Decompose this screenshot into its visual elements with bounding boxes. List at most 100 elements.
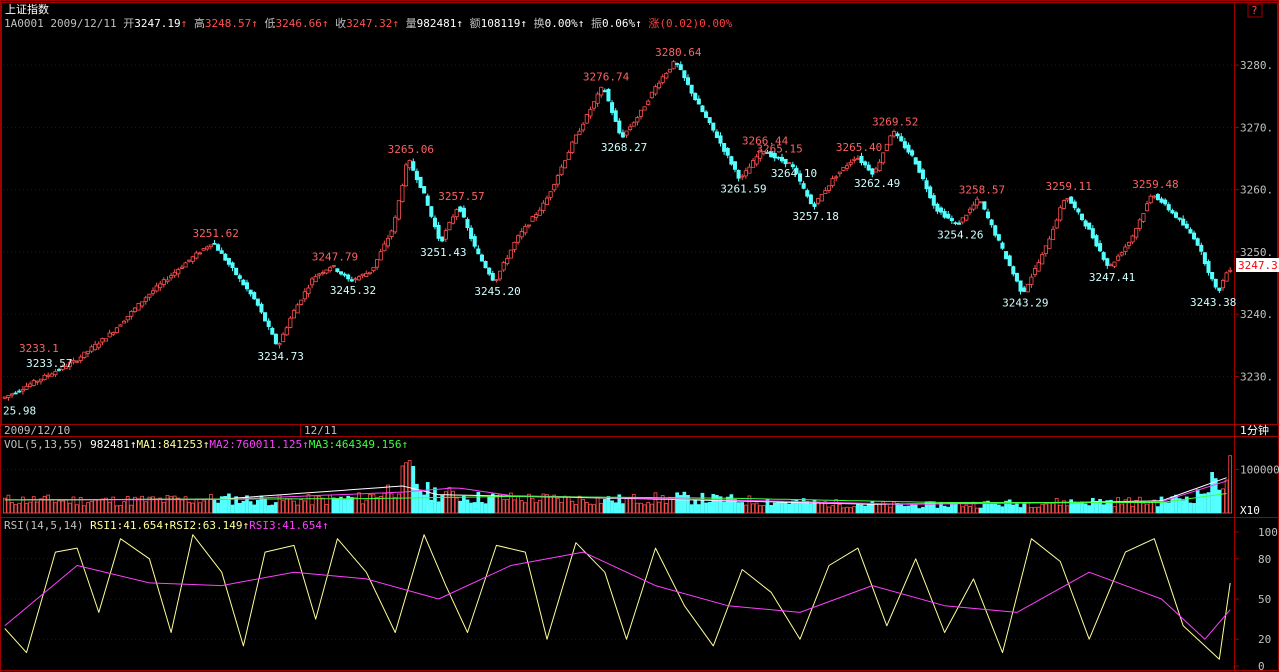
vol-bar bbox=[852, 506, 857, 514]
price-candle bbox=[541, 200, 546, 214]
vol-bar bbox=[422, 494, 426, 514]
price-candle-body bbox=[801, 183, 806, 189]
price-candle-body bbox=[328, 267, 333, 272]
help-button[interactable] bbox=[1247, 3, 1263, 18]
vol-bar bbox=[86, 502, 90, 514]
price-candle-body bbox=[743, 170, 748, 177]
vol-bar bbox=[433, 487, 437, 514]
vol-bar bbox=[968, 506, 972, 514]
vol-bar bbox=[82, 505, 87, 514]
price-candle bbox=[422, 186, 427, 194]
quote-code: 1A0001 bbox=[4, 17, 44, 30]
price-candle bbox=[740, 173, 745, 180]
price-annotation: 3245.32 bbox=[330, 284, 376, 297]
vol-ma3-value: 464349.156 bbox=[335, 438, 401, 451]
price-candle-body bbox=[891, 130, 897, 137]
price-candle-body bbox=[187, 259, 192, 262]
vol-bar bbox=[317, 496, 322, 514]
price-candle-body bbox=[591, 101, 597, 109]
price-candle-body bbox=[1177, 217, 1182, 220]
price-candle-body bbox=[624, 130, 629, 136]
price-candle-body bbox=[13, 392, 18, 395]
last-price-tag-label: 3247.3 bbox=[1238, 259, 1278, 272]
price-candle-body bbox=[805, 190, 810, 197]
price-candle-body bbox=[234, 267, 239, 276]
price-candle bbox=[436, 222, 441, 241]
price-candle-body bbox=[57, 369, 62, 371]
price-candle-body bbox=[2, 396, 7, 399]
price-candle bbox=[136, 302, 141, 311]
price-candle-body bbox=[631, 122, 636, 127]
price-candle bbox=[830, 175, 835, 188]
vol-bar bbox=[772, 502, 777, 514]
vol-bar bbox=[993, 502, 998, 514]
quote-date: 2009/12/11 bbox=[50, 17, 116, 30]
vol-bar bbox=[64, 499, 69, 514]
price-candle bbox=[179, 264, 184, 270]
vol-bar bbox=[823, 501, 828, 514]
price-candle-body bbox=[1098, 243, 1103, 252]
price-candle-body bbox=[353, 278, 358, 281]
price-candle-body bbox=[266, 320, 271, 327]
price-candle bbox=[82, 351, 87, 359]
price-candle bbox=[1181, 215, 1186, 226]
vol-ma2-value: 760011.125 bbox=[236, 438, 302, 451]
price-candle-body bbox=[454, 209, 459, 218]
price-candle bbox=[302, 288, 307, 303]
vol-bar bbox=[93, 499, 98, 514]
vol-bar bbox=[501, 499, 506, 514]
vol-bar bbox=[1152, 499, 1157, 514]
price-candle bbox=[725, 146, 730, 159]
vol-bar bbox=[100, 498, 105, 514]
vol-bar bbox=[859, 504, 864, 514]
vol-bar bbox=[552, 494, 557, 514]
vol-bar bbox=[115, 505, 119, 514]
period-label[interactable]: 1分钟 bbox=[1240, 423, 1269, 437]
price-candle bbox=[277, 342, 282, 349]
price-candle bbox=[899, 133, 904, 142]
vol-bar bbox=[35, 501, 40, 514]
help-button-label[interactable]: ? bbox=[1251, 4, 1258, 17]
vol-bar bbox=[1206, 492, 1211, 514]
price-candle bbox=[100, 337, 105, 346]
vol-bar bbox=[324, 504, 329, 514]
price-candle-body bbox=[219, 250, 224, 254]
price-candle-body bbox=[1126, 241, 1132, 246]
price-candle-body bbox=[1119, 252, 1124, 256]
price-candle-body bbox=[414, 170, 419, 181]
price-candle bbox=[798, 170, 803, 185]
vol-bar bbox=[733, 499, 737, 514]
price-candle-body bbox=[635, 117, 640, 123]
vol-bar bbox=[1192, 503, 1196, 514]
vol-bar bbox=[295, 504, 300, 514]
vol-bar bbox=[122, 501, 126, 514]
price-candle bbox=[1105, 257, 1110, 269]
vol-bar bbox=[180, 499, 184, 514]
price-candle-body bbox=[237, 275, 242, 279]
vol-bar bbox=[1127, 497, 1131, 514]
rsi-grid bbox=[3, 558, 1234, 640]
vol-bar bbox=[534, 502, 539, 514]
price-candle-body bbox=[49, 373, 54, 377]
price-candle-body bbox=[628, 126, 633, 131]
price-candle bbox=[834, 175, 839, 182]
vol-bar bbox=[404, 462, 408, 514]
price-candle-body bbox=[487, 267, 492, 275]
price-candle-body bbox=[461, 207, 466, 218]
vol-bar bbox=[649, 503, 654, 514]
price-candle-body bbox=[1083, 220, 1088, 227]
price-candle-body bbox=[317, 273, 322, 276]
price-candle bbox=[794, 165, 799, 175]
price-candle-body bbox=[563, 160, 568, 169]
price-candle-body bbox=[902, 141, 907, 149]
price-candle bbox=[736, 169, 741, 182]
vol-bar bbox=[393, 497, 398, 514]
price-candle bbox=[234, 267, 239, 276]
price-candle-body bbox=[447, 222, 452, 231]
price-candle-body bbox=[816, 198, 821, 204]
price-candle bbox=[816, 198, 821, 205]
vol-bar bbox=[458, 500, 463, 514]
price-candle-body bbox=[649, 91, 654, 99]
price-candle bbox=[895, 131, 900, 139]
